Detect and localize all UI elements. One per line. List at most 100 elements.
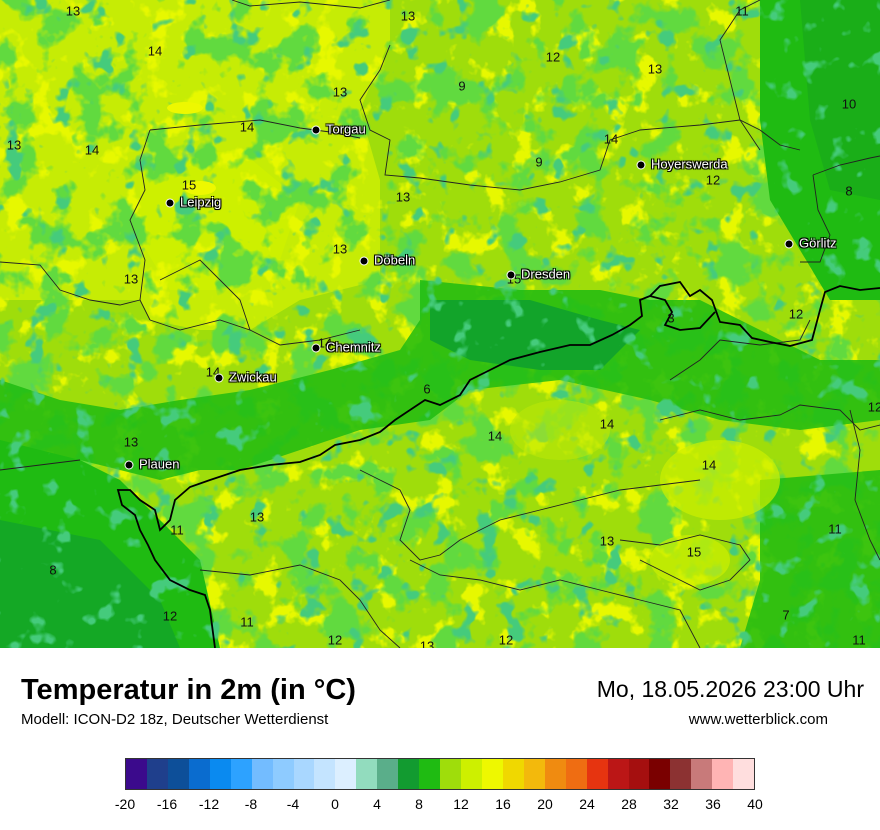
- legend-color-swatch: [398, 759, 420, 789]
- legend-color-swatch: [377, 759, 399, 789]
- temperature-value-label: 13: [647, 61, 663, 77]
- legend-tick-label: 36: [705, 796, 721, 812]
- city-marker-icon[interactable]: [165, 198, 175, 208]
- legend-color-swatch: [461, 759, 482, 789]
- city-label: Leipzig: [180, 194, 222, 210]
- legend-color-swatch: [670, 759, 692, 789]
- legend-color-swatch: [188, 759, 210, 789]
- legend-color-swatch: [565, 759, 587, 789]
- website-link[interactable]: www.wetterblick.com: [688, 711, 828, 728]
- temperature-value-label: 9: [535, 154, 543, 170]
- temperature-value-label: 11: [828, 521, 842, 537]
- legend-tick-label: -16: [156, 796, 178, 812]
- temperature-value-label: 13: [332, 241, 348, 257]
- legend-tick-label: -20: [114, 796, 136, 812]
- legend-color-swatch: [356, 759, 378, 789]
- legend-color-swatch: [733, 759, 755, 789]
- city-label: Görlitz: [799, 235, 837, 251]
- legend-tick-label: -4: [286, 796, 300, 812]
- temperature-value-label: 10: [841, 96, 857, 112]
- city-marker-icon[interactable]: [506, 270, 516, 280]
- city-label: Torgau: [326, 121, 366, 137]
- legend-color-swatch: [607, 759, 629, 789]
- legend-color-swatch: [481, 759, 503, 789]
- temperature-value-label: 13: [419, 638, 435, 649]
- city-marker-icon[interactable]: [214, 373, 224, 383]
- temperature-value-label: 11: [240, 614, 254, 630]
- temperature-value-label: 14: [603, 131, 619, 147]
- legend-tick-label: 8: [415, 796, 423, 812]
- temperature-value-label: 12: [327, 632, 343, 648]
- temperature-value-label: 13: [599, 533, 615, 549]
- legend-color-swatch: [628, 759, 650, 789]
- city-label: Hoyerswerda: [651, 156, 728, 172]
- temperature-value-label: 8: [845, 183, 853, 199]
- legend-color-swatch: [502, 759, 524, 789]
- legend-tick-label: -8: [244, 796, 258, 812]
- legend-color-swatch: [293, 759, 315, 789]
- temperature-value-label: 12: [788, 306, 804, 322]
- temperature-value-label: 12: [498, 632, 514, 648]
- legend-color-swatch: [523, 759, 545, 789]
- city-label: Döbeln: [374, 252, 416, 268]
- city-marker-icon[interactable]: [311, 125, 321, 135]
- legend-tick-label: 24: [579, 796, 595, 812]
- legend-tick-label: 40: [747, 796, 763, 812]
- legend-color-swatch: [230, 759, 252, 789]
- city-label: Chemnitz: [326, 339, 381, 355]
- temperature-value-label: 14: [317, 335, 333, 351]
- legend-color-swatch: [440, 759, 461, 789]
- legend-tick-label: 28: [621, 796, 637, 812]
- legend-color-swatch: [691, 759, 713, 789]
- legend-color-swatch: [251, 759, 273, 789]
- temperature-value-label: 12: [162, 608, 178, 624]
- temperature-value-label: 11: [852, 632, 866, 648]
- temperature-value-label: 11: [170, 522, 184, 538]
- temperature-value-label: 9: [458, 78, 466, 94]
- temperature-value-label: 14: [84, 142, 100, 158]
- legend-color-swatch: [544, 759, 566, 789]
- map-graphic: [0, 0, 880, 648]
- temperature-value-label: 15: [181, 177, 197, 193]
- legend-color-swatch: [335, 759, 357, 789]
- legend-color-swatch: [126, 759, 147, 789]
- map-footer: Temperatur in 2m (in °C) Modell: ICON-D2…: [0, 648, 880, 830]
- city-marker-icon[interactable]: [311, 343, 321, 353]
- temperature-map[interactable]: 13 13 11 14 12 13 9 13 10 14 14 13 14 9 12 15 8 13 13 13 15 1…: [0, 0, 880, 648]
- temperature-value-label: 3: [667, 310, 675, 326]
- city-label: Plauen: [139, 456, 180, 472]
- legend-color-swatch: [712, 759, 734, 789]
- city-marker-icon[interactable]: [124, 460, 134, 470]
- legend-tick-label: 4: [373, 796, 381, 812]
- temperature-value-label: 13: [123, 271, 139, 287]
- legend-tick-label: 20: [537, 796, 553, 812]
- legend-color-swatch: [146, 759, 168, 789]
- city-marker-icon[interactable]: [636, 160, 646, 170]
- city-label: Zwickau: [229, 369, 277, 385]
- temperature-value-label: 13: [6, 137, 22, 153]
- legend-color-swatch: [649, 759, 671, 789]
- temperature-value-label: 13: [400, 8, 416, 24]
- temperature-value-label: 14: [599, 416, 615, 432]
- city-label: Dresden: [521, 266, 571, 282]
- temperature-value-label: 12: [705, 172, 721, 188]
- map-title: Temperatur in 2m (in °C): [21, 674, 356, 706]
- legend-color-swatch: [586, 759, 608, 789]
- temperature-value-label: 15: [686, 544, 702, 560]
- legend-color-swatch: [272, 759, 294, 789]
- legend-tick-label: -12: [198, 796, 220, 812]
- temperature-value-label: 13: [123, 434, 139, 450]
- legend-color-swatch: [314, 759, 336, 789]
- city-marker-icon[interactable]: [784, 239, 794, 249]
- city-marker-icon[interactable]: [359, 256, 369, 266]
- temperature-value-label: 13: [249, 509, 265, 525]
- legend-color-swatch: [419, 759, 441, 789]
- temperature-value-label: 12: [867, 399, 880, 415]
- temperature-value-label: 7: [782, 607, 790, 623]
- model-info: Modell: ICON-D2 18z, Deutscher Wetterdie…: [21, 711, 329, 728]
- temperature-value-label: 14: [487, 428, 503, 444]
- temperature-value-label: 8: [49, 562, 57, 578]
- color-legend: [125, 758, 755, 790]
- temperature-value-label: 14: [239, 119, 255, 135]
- legend-tick-label: 16: [495, 796, 511, 812]
